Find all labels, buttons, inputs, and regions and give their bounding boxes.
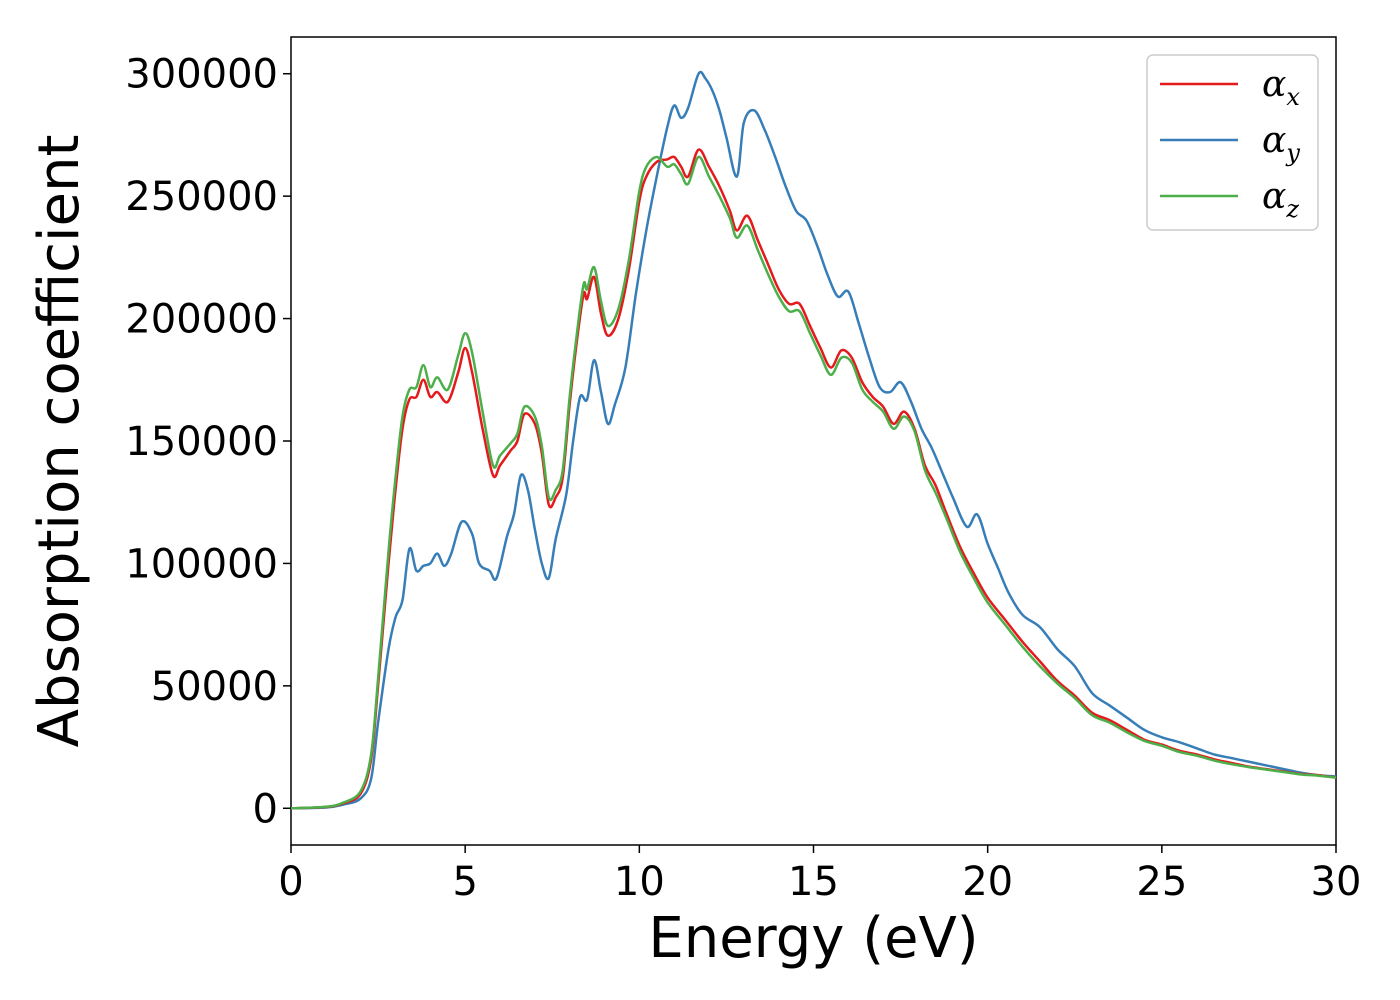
legend-label-z: αz [1262, 176, 1299, 223]
legend-label-y: αy [1262, 120, 1300, 167]
legend: αx αy αz [1146, 54, 1319, 231]
y-tick-label: 200000 [125, 297, 278, 343]
y-tick-label: 0 [253, 786, 278, 832]
x-tick-label: 0 [278, 859, 303, 905]
legend-box [1146, 54, 1319, 231]
x-tick-label: 5 [452, 859, 477, 905]
x-tick-label: 15 [788, 859, 839, 905]
y-tick-label: 300000 [125, 52, 278, 98]
series-layer [290, 70, 1337, 810]
x-tick-label: 10 [614, 859, 665, 905]
x-tick-label: 20 [962, 859, 1013, 905]
series-line-x [290, 148, 1337, 810]
series-line-z [290, 155, 1337, 810]
y-tick-label: 150000 [125, 419, 278, 465]
legend-label-x: αx [1262, 64, 1300, 111]
x-tick-label: 30 [1311, 859, 1362, 905]
series-line-y [290, 70, 1337, 810]
y-axis-label: Absorption coefficient [27, 135, 92, 748]
y-tick-label: 250000 [125, 174, 278, 220]
y-tick-label: 100000 [125, 541, 278, 587]
x-axis-label: Energy (eV) [648, 906, 978, 971]
x-axis: 0 5 10 15 20 25 30 [278, 845, 1361, 905]
x-tick-label: 25 [1136, 859, 1187, 905]
y-axis: 0 50000 100000 150000 200000 250000 300000 [125, 52, 291, 832]
y-tick-label: 50000 [151, 664, 278, 710]
